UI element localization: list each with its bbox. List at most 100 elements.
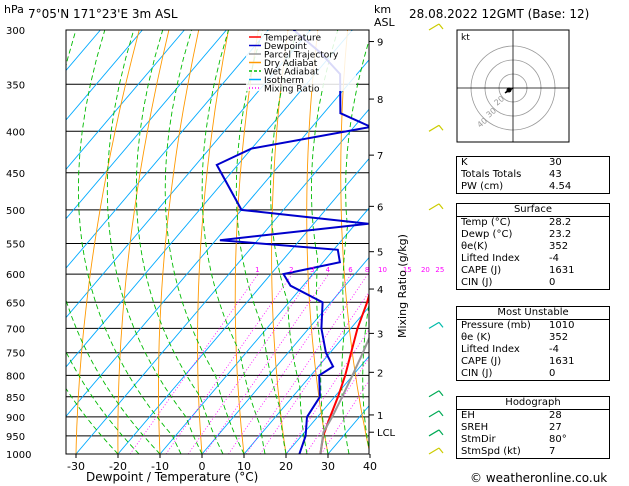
mixing-ratio-line [204, 273, 329, 454]
x-tick-label: -20 [109, 460, 127, 473]
mixing-ratio-label: 6 [348, 266, 353, 274]
isotherm-line [66, 30, 227, 220]
pressure-tick-label: 900 [6, 413, 25, 424]
indices-table-most-unstable: Most Unstable Pressure (mb) 1010 θe (K) 35… [456, 306, 610, 381]
pressure-tick-label: 350 [6, 80, 25, 91]
wet-adiabat [66, 350, 140, 454]
index-value: 7 [545, 446, 610, 459]
wind-barbs [428, 23, 444, 455]
wind-barb-feather [438, 390, 444, 397]
index-key: K [456, 156, 545, 169]
legend-label: Isotherm [264, 76, 304, 86]
dry-adiabat [616, 30, 629, 454]
isotherm-line [66, 30, 353, 368]
index-value: 23.2 [545, 229, 610, 241]
wind-barb [428, 390, 440, 398]
index-key: CIN (J) [456, 368, 545, 381]
index-row: Temp (°C) 28.2 [456, 216, 610, 229]
index-value: 28.2 [545, 216, 610, 229]
section-title: Most Unstable [456, 306, 610, 320]
index-row: θe(K) 352 [456, 241, 610, 253]
x-tick-label: 20 [279, 460, 293, 473]
isotherm-line [159, 207, 369, 454]
wet-adiabat [77, 30, 182, 454]
mixing-ratio-label: 2 [289, 266, 293, 274]
mixing-ratio-line [228, 273, 352, 454]
hpa-label: hPa [4, 3, 24, 16]
storm-motion-marker [506, 87, 512, 93]
legend-label: Dewpoint [264, 42, 307, 52]
section-header: Most Unstable [456, 306, 610, 320]
wind-barb-feather [438, 447, 444, 454]
x-tick-label: 10 [237, 460, 251, 473]
mixing-ratio-label: 3 [310, 266, 314, 274]
mixing-ratio-line [259, 291, 369, 454]
legend-box [246, 31, 356, 91]
profile-series [215, 30, 369, 454]
index-key: Dewp (°C) [456, 229, 545, 241]
index-value: 4.54 [545, 181, 610, 194]
dry-adiabat [306, 30, 329, 454]
legend-label: Dry Adiabat [264, 59, 318, 69]
index-value: 43 [545, 169, 610, 181]
section-header: Surface [456, 203, 610, 217]
km-tick-label: 1 [377, 411, 383, 422]
x-tick-label: -30 [67, 460, 85, 473]
km-tick-label: LCL [377, 428, 396, 439]
wet-adiabat [66, 30, 161, 454]
axis-labels: 1 2 3 4 6 8 10 15 20 2530035040045050055060065070… [6, 26, 444, 473]
index-value: 80° [545, 434, 610, 446]
x-tick-label: 0 [199, 460, 206, 473]
dry-adiabat [234, 30, 259, 454]
y-axis-title: Mixing Ratio (g/kg) [396, 234, 409, 338]
wind-barb-feather [438, 429, 444, 436]
index-row: Lifted Index -4 [456, 253, 610, 265]
pressure-tick-label: 650 [6, 298, 25, 309]
index-row: PW (cm) 4.54 [456, 181, 610, 194]
wind-barb [428, 23, 440, 31]
isotherm-line [285, 355, 369, 454]
section-title: Surface [456, 203, 610, 217]
index-row: Dewp (°C) 23.2 [456, 229, 610, 241]
index-value: -4 [545, 344, 610, 356]
mixing-ratio-label: 10 [378, 266, 387, 274]
index-row: CIN (J) 0 [456, 277, 610, 290]
legend-label: Wet Adiabat [264, 68, 319, 78]
index-row: Pressure (mb) 1010 [456, 319, 610, 332]
index-key: StmSpd (kt) [456, 446, 545, 459]
mixing-ratio-label: 15 [403, 266, 412, 274]
km-tick-label: 3 [377, 329, 383, 340]
isotherm-line [75, 108, 369, 454]
pressure-tick-label: 850 [6, 393, 25, 404]
mixing-ratio-label: 1 [255, 266, 259, 274]
x-tick-label: -10 [151, 460, 169, 473]
x-axis-title: Dewpoint / Temperature (°C) [86, 470, 259, 484]
km-tick-label: 6 [377, 202, 383, 213]
mixing-ratio-line [165, 273, 293, 454]
index-key: Pressure (mb) [456, 319, 545, 332]
mixing-ratio-line [320, 379, 369, 454]
index-key: CIN (J) [456, 277, 545, 290]
km-tick-label: 4 [377, 285, 383, 296]
index-value: 0 [545, 368, 610, 381]
dry-adiabat [117, 30, 170, 454]
index-key: StmDir [456, 434, 545, 446]
parcel-trajectory-line [319, 336, 369, 454]
index-key: EH [456, 409, 545, 422]
dry-adiabat [406, 30, 454, 454]
pressure-tick-label: 400 [6, 127, 25, 138]
wind-barb [428, 124, 440, 132]
pressure-tick-label: 300 [6, 26, 25, 37]
index-value: 1631 [545, 356, 610, 368]
pressure-tick-label: 450 [6, 169, 25, 180]
datetime-label: 28.08.2022 12GMT (Base: 12) [409, 7, 590, 21]
pressure-tick-label: 950 [6, 432, 25, 443]
index-value: 352 [545, 241, 610, 253]
section-title: Hodograph [456, 396, 610, 410]
pressure-tick-label: 800 [6, 371, 25, 382]
index-key: θe (K) [456, 332, 545, 344]
temperature-line [319, 291, 369, 454]
wet-adiabat [235, 30, 287, 454]
